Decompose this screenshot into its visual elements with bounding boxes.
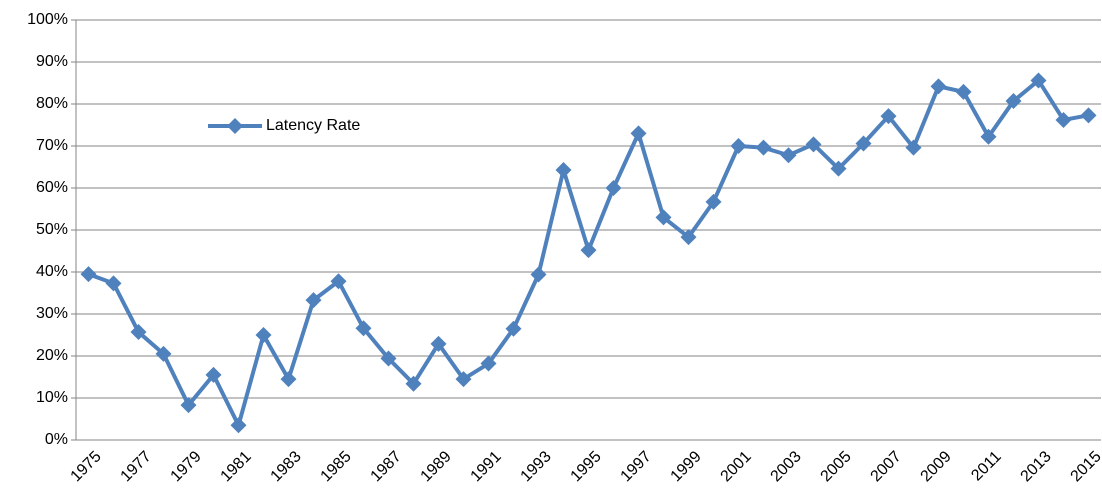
data-marker <box>955 83 972 100</box>
x-tick-label: 1985 <box>317 448 354 485</box>
data-marker <box>105 275 122 292</box>
data-marker <box>755 139 772 156</box>
data-marker <box>855 135 872 152</box>
y-tick-label: 100% <box>27 11 68 28</box>
data-marker <box>830 160 847 177</box>
y-tick-label: 30% <box>36 305 68 322</box>
data-marker <box>655 209 672 226</box>
y-tick-label: 70% <box>36 137 68 154</box>
x-tick-label: 1975 <box>67 448 104 485</box>
data-marker <box>430 335 447 352</box>
data-marker <box>80 266 97 283</box>
data-marker <box>155 345 172 362</box>
y-tick-label: 50% <box>36 221 68 238</box>
data-marker <box>1005 93 1022 110</box>
y-tick-label: 20% <box>36 347 68 364</box>
x-tick-label: 1997 <box>617 448 654 485</box>
x-tick-label: 1983 <box>267 448 304 485</box>
data-marker <box>980 128 997 145</box>
data-marker <box>680 229 697 246</box>
data-marker <box>930 78 947 95</box>
x-tick-label: 2005 <box>817 448 854 485</box>
data-marker <box>330 273 347 290</box>
data-marker <box>305 292 322 309</box>
data-marker <box>180 397 197 414</box>
data-marker <box>705 193 722 210</box>
x-tick-label: 2007 <box>867 448 904 485</box>
data-marker <box>130 324 147 341</box>
data-marker <box>530 266 547 283</box>
y-tick-label: 40% <box>36 263 68 280</box>
data-marker <box>205 366 222 383</box>
y-tick-label: 0% <box>45 431 68 448</box>
data-marker <box>805 136 822 153</box>
y-tick-label: 90% <box>36 53 68 70</box>
x-tick-label: 1981 <box>217 448 254 485</box>
data-marker <box>730 138 747 154</box>
y-tick-label: 80% <box>36 95 68 112</box>
x-tick-label: 1991 <box>467 448 504 485</box>
data-marker <box>255 327 272 343</box>
data-marker <box>580 242 597 259</box>
data-marker <box>555 161 572 178</box>
data-marker <box>455 371 472 388</box>
y-tick-label: 10% <box>36 389 68 406</box>
x-tick-label: 1977 <box>117 448 154 485</box>
data-marker <box>405 375 422 392</box>
legend-marker <box>227 118 243 134</box>
x-tick-label: 1987 <box>367 448 404 485</box>
data-marker <box>380 350 397 367</box>
x-tick-label: 2015 <box>1067 448 1102 485</box>
x-tick-label: 2013 <box>1017 448 1054 485</box>
data-marker <box>880 108 897 125</box>
data-marker <box>780 147 797 164</box>
legend-label: Latency Rate <box>266 117 360 134</box>
data-marker <box>280 371 297 388</box>
data-marker <box>1055 111 1072 128</box>
data-marker <box>605 180 622 196</box>
x-tick-label: 2011 <box>968 448 1004 484</box>
data-marker <box>1080 107 1097 124</box>
data-marker <box>505 320 522 337</box>
x-tick-label: 1989 <box>417 448 454 485</box>
x-tick-label: 1995 <box>567 448 604 485</box>
data-marker <box>630 125 647 142</box>
x-tick-label: 1999 <box>667 448 704 485</box>
data-marker <box>355 320 372 337</box>
x-tick-label: 2003 <box>767 448 804 485</box>
x-tick-label: 2001 <box>717 448 754 485</box>
x-tick-label: 1993 <box>517 448 554 485</box>
data-marker <box>1030 72 1047 89</box>
data-marker <box>480 355 497 372</box>
x-tick-label: 2009 <box>917 448 954 485</box>
x-tick-label: 1979 <box>167 448 204 485</box>
y-tick-label: 60% <box>36 179 68 196</box>
data-marker <box>905 139 922 156</box>
data-marker <box>230 417 247 434</box>
